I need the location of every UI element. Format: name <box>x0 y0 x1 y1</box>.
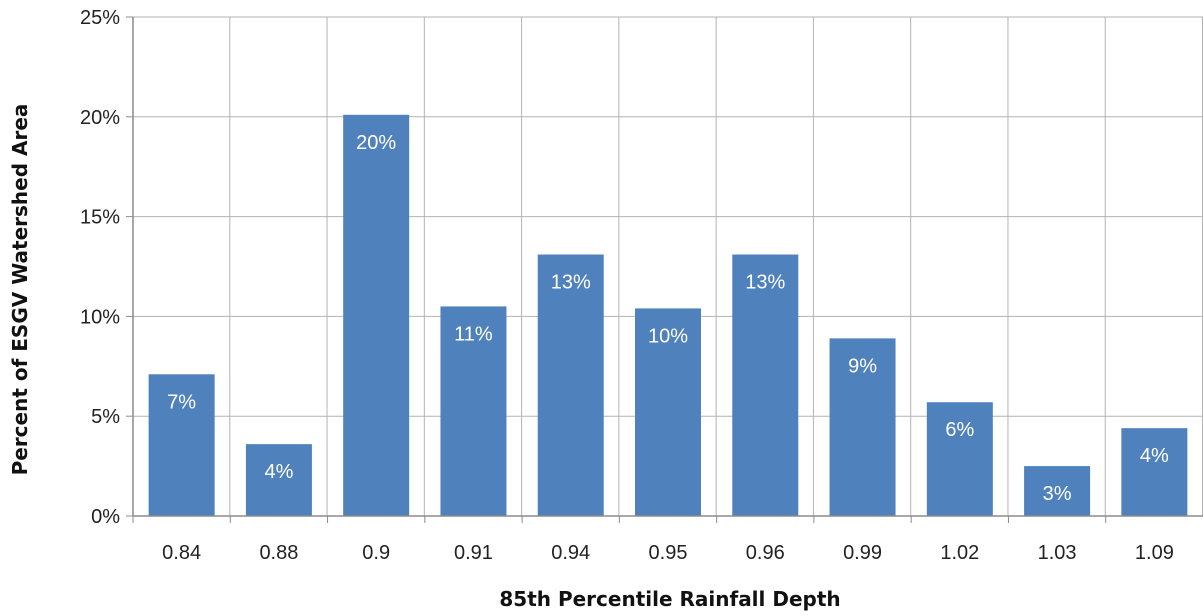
gridlines <box>133 16 1203 516</box>
bar <box>1121 428 1188 516</box>
data-label: 11% <box>454 323 493 345</box>
bar <box>829 338 896 516</box>
data-label: 3% <box>1043 483 1072 505</box>
bar <box>732 254 799 517</box>
bar <box>245 444 312 516</box>
data-label: 6% <box>945 419 974 441</box>
x-tick-label: 1.03 <box>1038 542 1077 564</box>
bar <box>926 402 993 516</box>
y-tick-label: 5% <box>91 406 120 428</box>
bar <box>537 254 604 517</box>
data-label: 13% <box>745 272 785 294</box>
y-tick-label: 20% <box>80 107 120 129</box>
data-labels: 7% 4% 20% 11% 13% 10% 13% 9% 6% 3% 4% <box>167 132 1169 505</box>
x-tick-label: 1.09 <box>1135 542 1174 564</box>
x-tick-label: 0.99 <box>843 542 882 564</box>
data-label: 20% <box>356 132 396 154</box>
x-tick-label: 0.84 <box>162 542 201 564</box>
data-label: 10% <box>648 325 688 347</box>
x-axis-title: 85th Percentile Rainfall Depth <box>499 587 840 611</box>
data-label: 13% <box>551 272 591 294</box>
bar <box>148 374 215 516</box>
x-tick-label: 0.94 <box>551 542 590 564</box>
x-tick-label: 0.91 <box>454 542 493 564</box>
x-tick-label: 0.95 <box>649 542 688 564</box>
y-tick-label: 25% <box>80 7 120 29</box>
y-tick-label: 10% <box>80 306 120 328</box>
y-tick-label: 0% <box>91 506 120 528</box>
data-label: 4% <box>1140 445 1169 467</box>
x-tick-label: 0.96 <box>746 542 785 564</box>
data-label: 4% <box>264 461 293 483</box>
y-axis-title: Percent of ESGV Watershed Area <box>8 104 32 476</box>
data-label: 9% <box>848 355 877 377</box>
x-tick-label: 0.88 <box>259 542 298 564</box>
bar <box>343 114 410 516</box>
axes: 0% 5% 10% 15% 20% 25% 0.84 0.88 0.9 0.91 0.94 0.95 0… <box>80 7 1203 564</box>
data-label: 7% <box>167 391 196 413</box>
bar <box>440 306 507 516</box>
y-tick-label: 15% <box>80 207 120 229</box>
x-tick-label: 1.02 <box>940 542 979 564</box>
bars <box>148 114 1188 517</box>
bar <box>635 308 701 516</box>
bar <box>1024 466 1091 516</box>
x-tick-label: 0.9 <box>362 542 390 564</box>
